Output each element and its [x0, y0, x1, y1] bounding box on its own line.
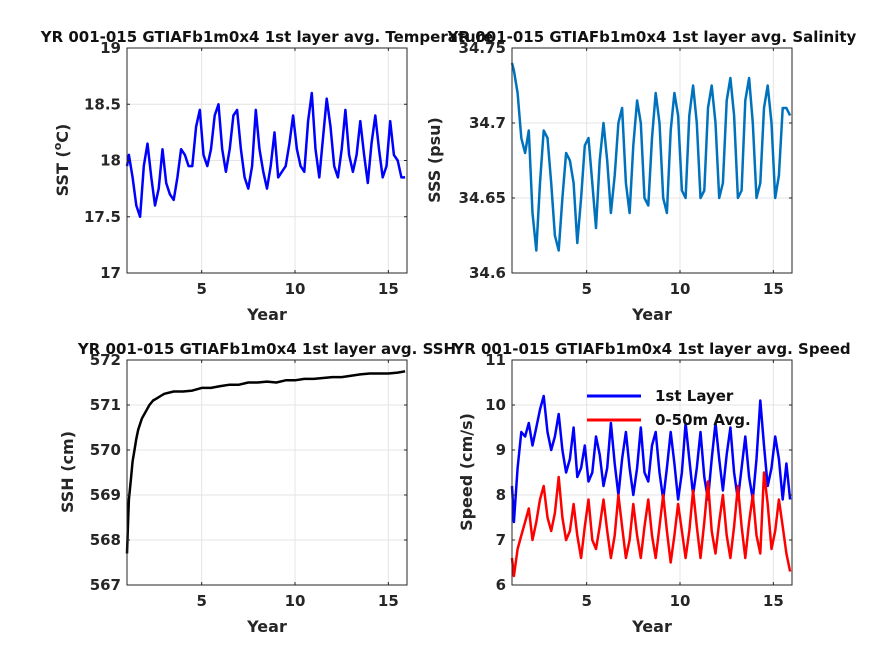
sss-axes-box	[511, 47, 793, 274]
sss-y-axis-label: SSS (psu)	[425, 117, 444, 203]
sst-ticks: 5 10 15 17 17.5 18 18.5 19	[84, 39, 407, 298]
sst-y-tick-label: 18	[100, 152, 121, 170]
speed-y-tick-label: 6	[496, 576, 506, 594]
ssh-x-tick-label: 5	[196, 592, 206, 610]
sss-x-tick-label: 15	[763, 280, 784, 298]
sst-x-tick-label: 10	[285, 280, 306, 298]
speed-panel: 1st Layer 0-50m Avg. 5 10 15 6 7 8 9 10 11 YR 001…	[452, 340, 850, 636]
speed-series-line-0	[510, 394, 792, 524]
ssh-lines	[125, 370, 406, 554]
speed-lines	[510, 394, 792, 578]
speed-title: YR 001-015 GTIAFb1m0x4 1st layer avg. Sp…	[452, 340, 850, 358]
sss-y-tick-label: 34.75	[459, 39, 506, 57]
speed-x-tick-label: 15	[763, 592, 784, 610]
sss-ticks: 5 10 15 34.6 34.65 34.7 34.75	[459, 39, 792, 298]
ssh-y-tick-label: 572	[90, 351, 121, 369]
sst-x-tick-label: 15	[378, 280, 399, 298]
speed-plot-area	[512, 360, 792, 585]
sst-series-line-0	[125, 91, 406, 219]
ssh-y-tick-label: 570	[90, 441, 121, 459]
ssh-y-axis-label: SSH (cm)	[58, 431, 77, 513]
sst-y-tick-label: 17.5	[84, 208, 121, 226]
sst-y-tick-label: 17	[100, 264, 121, 282]
speed-legend-label-0: 1st Layer	[655, 387, 734, 405]
speed-axes-box	[511, 359, 793, 586]
sst-panel: 5 10 15 17 17.5 18 18.5 19 YR 001-015 GTIAFb1m0…	[40, 28, 494, 324]
ssh-plot-area	[127, 360, 407, 585]
sst-y-tick-label: 19	[100, 39, 121, 57]
ssh-y-tick-label: 569	[90, 486, 121, 504]
ssh-x-tick-label: 15	[378, 592, 399, 610]
speed-y-tick-label: 9	[496, 441, 506, 459]
ssh-axes-box	[126, 359, 408, 586]
speed-series-line-1	[510, 471, 792, 578]
ssh-y-tick-label: 568	[90, 531, 121, 549]
sss-title: YR 001-015 GTIAFb1m0x4 1st layer avg. Sa…	[447, 28, 857, 46]
sst-title: YR 001-015 GTIAFb1m0x4 1st layer avg. Te…	[40, 28, 494, 46]
speed-legend: 1st Layer 0-50m Avg.	[587, 387, 751, 429]
sss-x-axis-label: Year	[631, 305, 672, 324]
sss-x-tick-label: 5	[581, 280, 591, 298]
speed-y-tick-label: 8	[496, 486, 506, 504]
sss-y-tick-label: 34.65	[459, 189, 506, 207]
ssh-series-line-0	[125, 370, 406, 554]
ssh-ticks: 5 10 15 567 568 569 570 571 572	[90, 351, 407, 610]
sst-y-axis-label: SST (oC)	[51, 124, 72, 197]
speed-ticks: 5 10 15 6 7 8 9 10 11	[485, 351, 792, 610]
speed-y-tick-label: 7	[496, 531, 506, 549]
sst-x-axis-label: Year	[246, 305, 287, 324]
sss-lines	[510, 62, 792, 252]
speed-y-tick-label: 11	[485, 351, 506, 369]
sst-x-tick-label: 5	[196, 280, 206, 298]
ssh-title: YR 001-015 GTIAFb1m0x4 1st layer avg. SS…	[77, 340, 456, 358]
sss-panel: 5 10 15 34.6 34.65 34.7 34.75 YR 001-015 GTIAF…	[425, 28, 857, 324]
ssh-x-tick-label: 10	[285, 592, 306, 610]
speed-x-axis-label: Year	[631, 617, 672, 636]
sss-y-tick-label: 34.7	[469, 114, 506, 132]
sss-series-line-0	[510, 62, 792, 252]
ssh-x-axis-label: Year	[246, 617, 287, 636]
speed-y-axis-label: Speed (cm/s)	[457, 413, 476, 531]
speed-y-tick-label: 10	[485, 396, 506, 414]
ssh-y-tick-label: 567	[90, 576, 121, 594]
sst-y-tick-label: 18.5	[84, 95, 121, 113]
ssh-panel: 5 10 15 567 568 569 570 571 572 YR 001-015 GTIAF…	[58, 340, 456, 636]
sss-y-tick-label: 34.6	[469, 264, 506, 282]
sss-x-tick-label: 10	[670, 280, 691, 298]
speed-legend-label-1: 0-50m Avg.	[655, 411, 751, 429]
speed-x-tick-label: 5	[581, 592, 591, 610]
speed-x-tick-label: 10	[670, 592, 691, 610]
ssh-y-tick-label: 571	[90, 396, 121, 414]
sst-lines	[125, 91, 406, 219]
